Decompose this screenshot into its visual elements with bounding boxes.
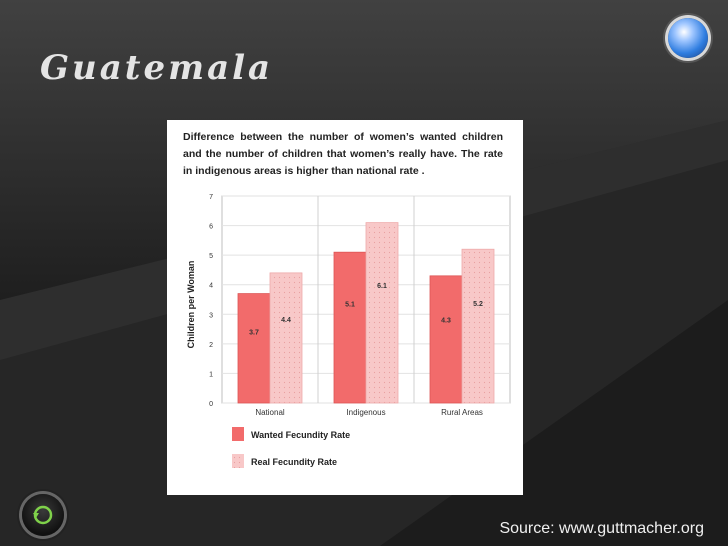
data-label: 6.1 xyxy=(377,283,387,290)
bar-wanted xyxy=(333,251,367,404)
y-tick-label: 7 xyxy=(209,194,213,201)
bar-wanted xyxy=(429,275,463,404)
legend-label-real: Real Fecundity Rate xyxy=(251,457,337,467)
y-tick-label: 2 xyxy=(209,342,213,349)
data-label: 4.3 xyxy=(441,318,451,325)
glossy-orb-icon[interactable] xyxy=(668,18,708,58)
data-label: 5.1 xyxy=(345,301,355,308)
bar-real xyxy=(365,222,399,404)
x-tick-label: National xyxy=(255,408,285,417)
chart-description: Difference between the number of women’s… xyxy=(183,131,503,177)
legend-label-wanted: Wanted Fecundity Rate xyxy=(251,430,350,440)
x-tick-label: Indigenous xyxy=(346,408,385,417)
y-tick-label: 1 xyxy=(209,371,213,378)
bar-wanted xyxy=(237,293,271,404)
bar-real xyxy=(269,272,303,404)
y-tick-label: 4 xyxy=(209,283,213,290)
y-tick-label: 5 xyxy=(209,253,213,260)
legend-swatch-real xyxy=(232,454,244,468)
source-citation: Source: www.guttmacher.org xyxy=(499,520,704,537)
y-tick-label: 3 xyxy=(209,312,213,319)
fecundity-bar-chart: 0 1 2 3 4 5 6 7 3.7 4.4 National 5.1 6.1 Indigenous 4.… xyxy=(186,194,511,468)
data-label: 3.7 xyxy=(249,330,259,337)
y-tick-label: 0 xyxy=(209,401,213,408)
data-label: 5.2 xyxy=(473,301,483,308)
return-arrow-icon xyxy=(33,505,53,525)
legend-swatch-wanted xyxy=(232,427,244,441)
x-tick-label: Rural Areas xyxy=(441,408,483,417)
y-axis-label: Children per Woman xyxy=(186,261,196,349)
data-label: 4.4 xyxy=(281,317,291,324)
back-button[interactable] xyxy=(22,494,64,536)
slide-title: Guatemala xyxy=(40,48,274,88)
y-tick-label: 6 xyxy=(209,224,213,231)
bar-real xyxy=(461,248,495,404)
